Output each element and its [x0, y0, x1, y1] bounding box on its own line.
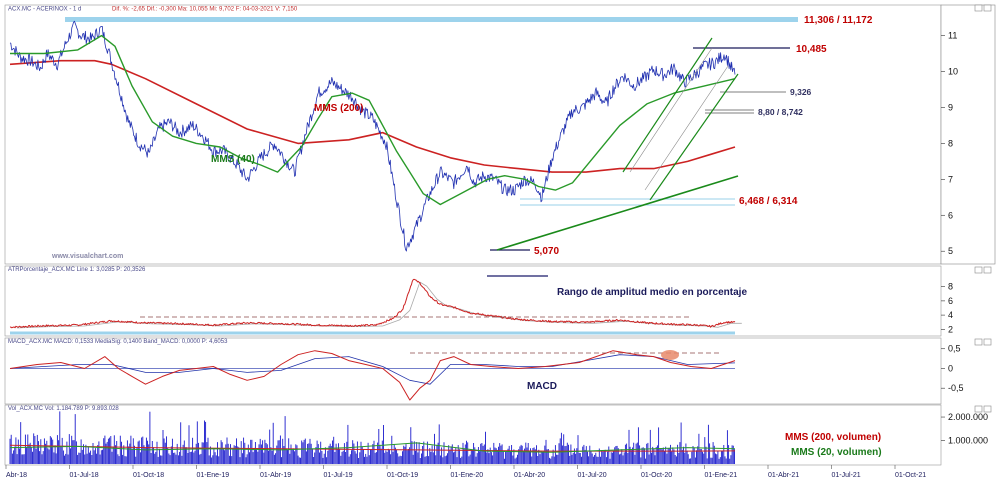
pane-controls[interactable]: [974, 4, 992, 413]
long-trend-line: [496, 175, 739, 251]
macd-highlight: [661, 350, 679, 360]
series-mms-200-volumen: [9, 444, 736, 452]
vol-ma20-label: MMS (20, volumen): [791, 447, 882, 458]
mms40-label: MMS (40): [211, 154, 255, 165]
y-tick-label: 8: [948, 282, 953, 292]
atr-header: ATRPorcentaje_ACX.MC Line 1: 3,0285 P: 2…: [8, 267, 146, 273]
y-tick-label: 0,5: [948, 344, 961, 354]
y-tick-label: 1.000.000: [948, 436, 988, 446]
x-tick-label: 01-Abr-20: [514, 472, 545, 479]
atr-title-label: Rango de amplitud medio en porcentaje: [557, 287, 747, 298]
watermark: www.visualchart.com: [51, 253, 123, 260]
close-volume-button[interactable]: [983, 405, 992, 413]
level-9-label: 9,326: [790, 87, 812, 97]
y-tick-label: 5: [948, 246, 953, 256]
macd-series-group: [9, 350, 736, 401]
y-tick-label: 2: [948, 324, 953, 334]
minimize-price-button[interactable]: [974, 4, 983, 12]
atr-series-group: [9, 278, 742, 329]
macd-pane: MACD_ACX.MC MACD: 0,1533 MediaSig: 0,140…: [4, 337, 964, 405]
low-label: 5,070: [534, 246, 559, 257]
x-tick-label: 01-Jul-19: [324, 472, 353, 479]
series-mms-200: [9, 59, 736, 173]
level-8-label: 8,80 / 8,742: [758, 107, 803, 117]
volume-series-group: [9, 411, 736, 464]
y-tick-label: 6: [948, 296, 953, 306]
support-label: 6,468 / 6,314: [739, 196, 798, 207]
volume-axis: 1.000.000 2.000.000: [941, 412, 988, 446]
x-tick-label: 01-Jul-20: [578, 472, 607, 479]
series-atrporcentaje: [9, 278, 736, 329]
macd-title-label: MACD: [527, 381, 557, 392]
price-stats: Dif. %: -2,65 Dif.: -0,300 Ma: 10,055 Mi…: [112, 7, 298, 13]
close-price-button[interactable]: [983, 4, 992, 12]
x-tick-label: 01-Ene-21: [705, 472, 738, 479]
price-pane: ACX.MC - ACERINOX - 1 d Dif. %: -2,65 Di…: [4, 4, 996, 265]
series-mms-40: [10, 34, 736, 206]
series-mms-20-volumen: [9, 442, 736, 453]
x-tick-label: 01-Oct-21: [895, 472, 926, 479]
x-tick-label: Abr-18: [6, 472, 27, 479]
y-tick-label: 8: [948, 138, 953, 148]
atr-axis: 2 4 6 8: [941, 282, 953, 334]
x-tick-label: 01-Oct-18: [133, 472, 164, 479]
macd-header: MACD_ACX.MC MACD: 0,1533 MediaSig: 0,140…: [8, 339, 228, 345]
minimize-volume-button[interactable]: [974, 405, 983, 413]
mms200-label: MMS (200): [314, 103, 363, 114]
date-axis: Abr-18 01-Jul-18 01-Oct-18 01-Ene-19 01-Abr-…: [5, 465, 926, 479]
x-tick-label: 01-Oct-20: [641, 472, 672, 479]
series-macd: [9, 350, 736, 401]
volume-pane: Vol_ACX.MC Vol: 1.184.789 P: 9.893.028 1…: [4, 404, 988, 466]
channel-inner-b: [644, 65, 729, 191]
x-tick-label: 01-Abr-21: [768, 472, 799, 479]
close-macd-button[interactable]: [983, 338, 992, 346]
macd-axis: 0,5 0 -0,5: [941, 344, 964, 393]
y-tick-label: 2.000.000: [948, 412, 988, 422]
annotation-lines: [490, 37, 790, 251]
x-tick-label: 01-Jul-21: [832, 472, 861, 479]
resistance-label: 11,306 / 11,172: [804, 15, 873, 26]
x-tick-label: 01-Oct-19: [387, 472, 418, 479]
price-axis: 5 6 7 8 9 10 11: [941, 31, 958, 256]
x-tick-label: 01-Ene-19: [197, 472, 230, 479]
y-tick-label: 7: [948, 174, 953, 184]
price-header: ACX.MC - ACERINOX - 1 d: [8, 7, 81, 13]
series-mediasig: [9, 354, 736, 385]
close-atr-button[interactable]: [983, 266, 992, 274]
y-tick-label: 6: [948, 210, 953, 220]
y-tick-label: 9: [948, 102, 953, 112]
y-tick-label: 10: [948, 67, 958, 77]
annotations: 11,306 / 11,172 10,485 9,326 8,80 / 8,74…: [10, 15, 882, 458]
minimize-atr-button[interactable]: [974, 266, 983, 274]
volume-header: Vol_ACX.MC Vol: 1.184.789 P: 9.893.028: [8, 406, 119, 412]
atr-pane: ATRPorcentaje_ACX.MC Line 1: 3,0285 P: 2…: [4, 265, 953, 337]
channel-inner-a: [629, 47, 713, 173]
high-label: 10,485: [796, 44, 827, 55]
y-tick-label: 4: [948, 310, 953, 320]
vol-ma200-label: MMS (200, volumen): [785, 432, 881, 443]
y-tick-label: -0,5: [948, 383, 964, 393]
x-tick-label: 01-Jul-18: [70, 472, 99, 479]
channel-lower-line: [649, 73, 739, 201]
y-tick-label: 11: [948, 31, 957, 41]
x-tick-label: 01-Abr-19: [260, 472, 291, 479]
x-tick-label: 01-Ene-20: [451, 472, 484, 479]
minimize-macd-button[interactable]: [974, 338, 983, 346]
price-series-group: [9, 20, 736, 252]
y-tick-label: 0: [948, 363, 953, 373]
series-precio: [9, 20, 736, 252]
channel-upper-line: [622, 37, 713, 173]
